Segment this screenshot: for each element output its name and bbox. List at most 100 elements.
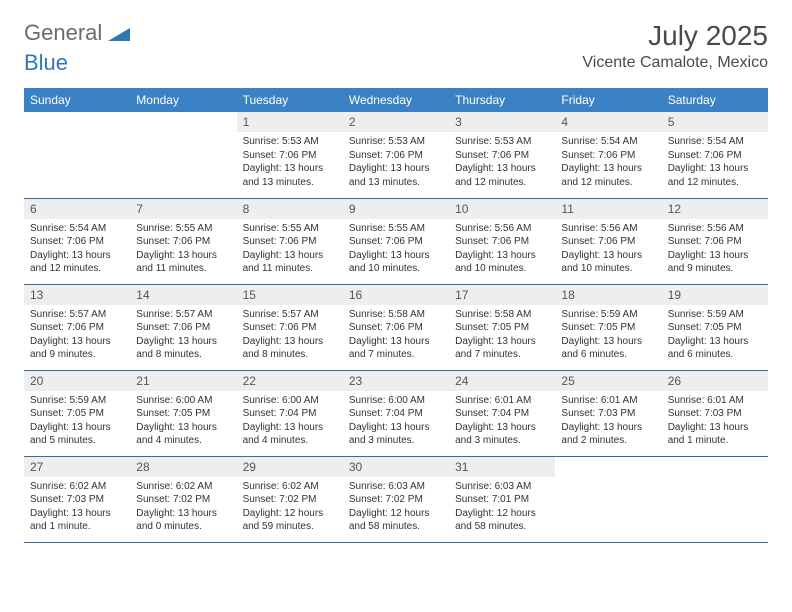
calendar-cell: 20Sunrise: 5:59 AMSunset: 7:05 PMDayligh… [24,370,130,456]
day-details: Sunrise: 5:53 AMSunset: 7:06 PMDaylight:… [449,132,555,193]
calendar-cell: 7Sunrise: 5:55 AMSunset: 7:06 PMDaylight… [130,198,236,284]
day-details: Sunrise: 6:01 AMSunset: 7:04 PMDaylight:… [449,391,555,452]
day-number: 4 [555,112,661,132]
calendar-cell: 16Sunrise: 5:58 AMSunset: 7:06 PMDayligh… [343,284,449,370]
day-header: Sunday [24,88,130,112]
logo-word1: General [24,20,102,46]
day-number: 22 [237,371,343,391]
calendar-week: 20Sunrise: 5:59 AMSunset: 7:05 PMDayligh… [24,370,768,456]
calendar-cell: 26Sunrise: 6:01 AMSunset: 7:03 PMDayligh… [662,370,768,456]
day-header: Monday [130,88,236,112]
day-details: Sunrise: 5:56 AMSunset: 7:06 PMDaylight:… [449,219,555,280]
calendar-cell: 23Sunrise: 6:00 AMSunset: 7:04 PMDayligh… [343,370,449,456]
calendar-cell: 2Sunrise: 5:53 AMSunset: 7:06 PMDaylight… [343,112,449,198]
day-number: 21 [130,371,236,391]
calendar-cell: 25Sunrise: 6:01 AMSunset: 7:03 PMDayligh… [555,370,661,456]
day-details: Sunrise: 5:54 AMSunset: 7:06 PMDaylight:… [555,132,661,193]
calendar-cell: 9Sunrise: 5:55 AMSunset: 7:06 PMDaylight… [343,198,449,284]
day-number: 30 [343,457,449,477]
page-title: July 2025 [582,20,768,52]
day-number: 7 [130,199,236,219]
calendar-cell: 18Sunrise: 5:59 AMSunset: 7:05 PMDayligh… [555,284,661,370]
day-details: Sunrise: 6:03 AMSunset: 7:02 PMDaylight:… [343,477,449,538]
day-number: 11 [555,199,661,219]
day-details: Sunrise: 5:58 AMSunset: 7:05 PMDaylight:… [449,305,555,366]
day-number: 19 [662,285,768,305]
logo: General [24,20,130,46]
calendar-cell: 6Sunrise: 5:54 AMSunset: 7:06 PMDaylight… [24,198,130,284]
day-number: 28 [130,457,236,477]
calendar-cell: 13Sunrise: 5:57 AMSunset: 7:06 PMDayligh… [24,284,130,370]
calendar-cell: .. [130,112,236,198]
day-details: Sunrise: 5:53 AMSunset: 7:06 PMDaylight:… [237,132,343,193]
day-details: Sunrise: 5:57 AMSunset: 7:06 PMDaylight:… [237,305,343,366]
calendar-cell: 17Sunrise: 5:58 AMSunset: 7:05 PMDayligh… [449,284,555,370]
calendar-cell: .. [662,456,768,542]
day-number: 1 [237,112,343,132]
logo-triangle-icon [108,25,130,41]
calendar-week: 27Sunrise: 6:02 AMSunset: 7:03 PMDayligh… [24,456,768,542]
calendar-cell: 14Sunrise: 5:57 AMSunset: 7:06 PMDayligh… [130,284,236,370]
day-header: Thursday [449,88,555,112]
day-number: 13 [24,285,130,305]
calendar-cell: 15Sunrise: 5:57 AMSunset: 7:06 PMDayligh… [237,284,343,370]
day-details: Sunrise: 6:02 AMSunset: 7:02 PMDaylight:… [130,477,236,538]
day-details: Sunrise: 5:59 AMSunset: 7:05 PMDaylight:… [24,391,130,452]
day-details: Sunrise: 5:57 AMSunset: 7:06 PMDaylight:… [130,305,236,366]
calendar-cell: .. [555,456,661,542]
day-details: Sunrise: 5:55 AMSunset: 7:06 PMDaylight:… [130,219,236,280]
calendar-cell: 22Sunrise: 6:00 AMSunset: 7:04 PMDayligh… [237,370,343,456]
day-number: 23 [343,371,449,391]
calendar-cell: 30Sunrise: 6:03 AMSunset: 7:02 PMDayligh… [343,456,449,542]
day-details: Sunrise: 5:55 AMSunset: 7:06 PMDaylight:… [343,219,449,280]
calendar-cell: 21Sunrise: 6:00 AMSunset: 7:05 PMDayligh… [130,370,236,456]
day-details: Sunrise: 6:00 AMSunset: 7:04 PMDaylight:… [343,391,449,452]
day-number: 16 [343,285,449,305]
day-details: Sunrise: 6:01 AMSunset: 7:03 PMDaylight:… [662,391,768,452]
calendar-cell: 29Sunrise: 6:02 AMSunset: 7:02 PMDayligh… [237,456,343,542]
day-number: 31 [449,457,555,477]
day-number: 8 [237,199,343,219]
day-details: Sunrise: 6:02 AMSunset: 7:03 PMDaylight:… [24,477,130,538]
day-details: Sunrise: 5:56 AMSunset: 7:06 PMDaylight:… [662,219,768,280]
calendar-cell: 10Sunrise: 5:56 AMSunset: 7:06 PMDayligh… [449,198,555,284]
day-details: Sunrise: 6:00 AMSunset: 7:05 PMDaylight:… [130,391,236,452]
day-number: 20 [24,371,130,391]
day-details: Sunrise: 6:00 AMSunset: 7:04 PMDaylight:… [237,391,343,452]
calendar-table: SundayMondayTuesdayWednesdayThursdayFrid… [24,88,768,543]
calendar-cell: 8Sunrise: 5:55 AMSunset: 7:06 PMDaylight… [237,198,343,284]
day-number: 10 [449,199,555,219]
calendar-cell: .. [24,112,130,198]
calendar-cell: 27Sunrise: 6:02 AMSunset: 7:03 PMDayligh… [24,456,130,542]
day-header: Wednesday [343,88,449,112]
calendar-week: ....1Sunrise: 5:53 AMSunset: 7:06 PMDayl… [24,112,768,198]
day-header: Saturday [662,88,768,112]
day-number: 2 [343,112,449,132]
day-number: 5 [662,112,768,132]
day-number: 25 [555,371,661,391]
day-number: 14 [130,285,236,305]
day-number: 12 [662,199,768,219]
calendar-week: 6Sunrise: 5:54 AMSunset: 7:06 PMDaylight… [24,198,768,284]
calendar-cell: 5Sunrise: 5:54 AMSunset: 7:06 PMDaylight… [662,112,768,198]
day-number: 18 [555,285,661,305]
calendar-cell: 31Sunrise: 6:03 AMSunset: 7:01 PMDayligh… [449,456,555,542]
day-details: Sunrise: 6:02 AMSunset: 7:02 PMDaylight:… [237,477,343,538]
calendar-cell: 3Sunrise: 5:53 AMSunset: 7:06 PMDaylight… [449,112,555,198]
day-number: 15 [237,285,343,305]
day-number: 9 [343,199,449,219]
day-details: Sunrise: 5:53 AMSunset: 7:06 PMDaylight:… [343,132,449,193]
day-details: Sunrise: 5:54 AMSunset: 7:06 PMDaylight:… [24,219,130,280]
day-number: 24 [449,371,555,391]
day-details: Sunrise: 5:57 AMSunset: 7:06 PMDaylight:… [24,305,130,366]
day-number: 6 [24,199,130,219]
day-number: 29 [237,457,343,477]
day-number: 3 [449,112,555,132]
calendar-cell: 11Sunrise: 5:56 AMSunset: 7:06 PMDayligh… [555,198,661,284]
calendar-cell: 19Sunrise: 5:59 AMSunset: 7:05 PMDayligh… [662,284,768,370]
day-details: Sunrise: 5:59 AMSunset: 7:05 PMDaylight:… [662,305,768,366]
day-header-row: SundayMondayTuesdayWednesdayThursdayFrid… [24,88,768,112]
calendar-cell: 12Sunrise: 5:56 AMSunset: 7:06 PMDayligh… [662,198,768,284]
day-number: 17 [449,285,555,305]
calendar-week: 13Sunrise: 5:57 AMSunset: 7:06 PMDayligh… [24,284,768,370]
